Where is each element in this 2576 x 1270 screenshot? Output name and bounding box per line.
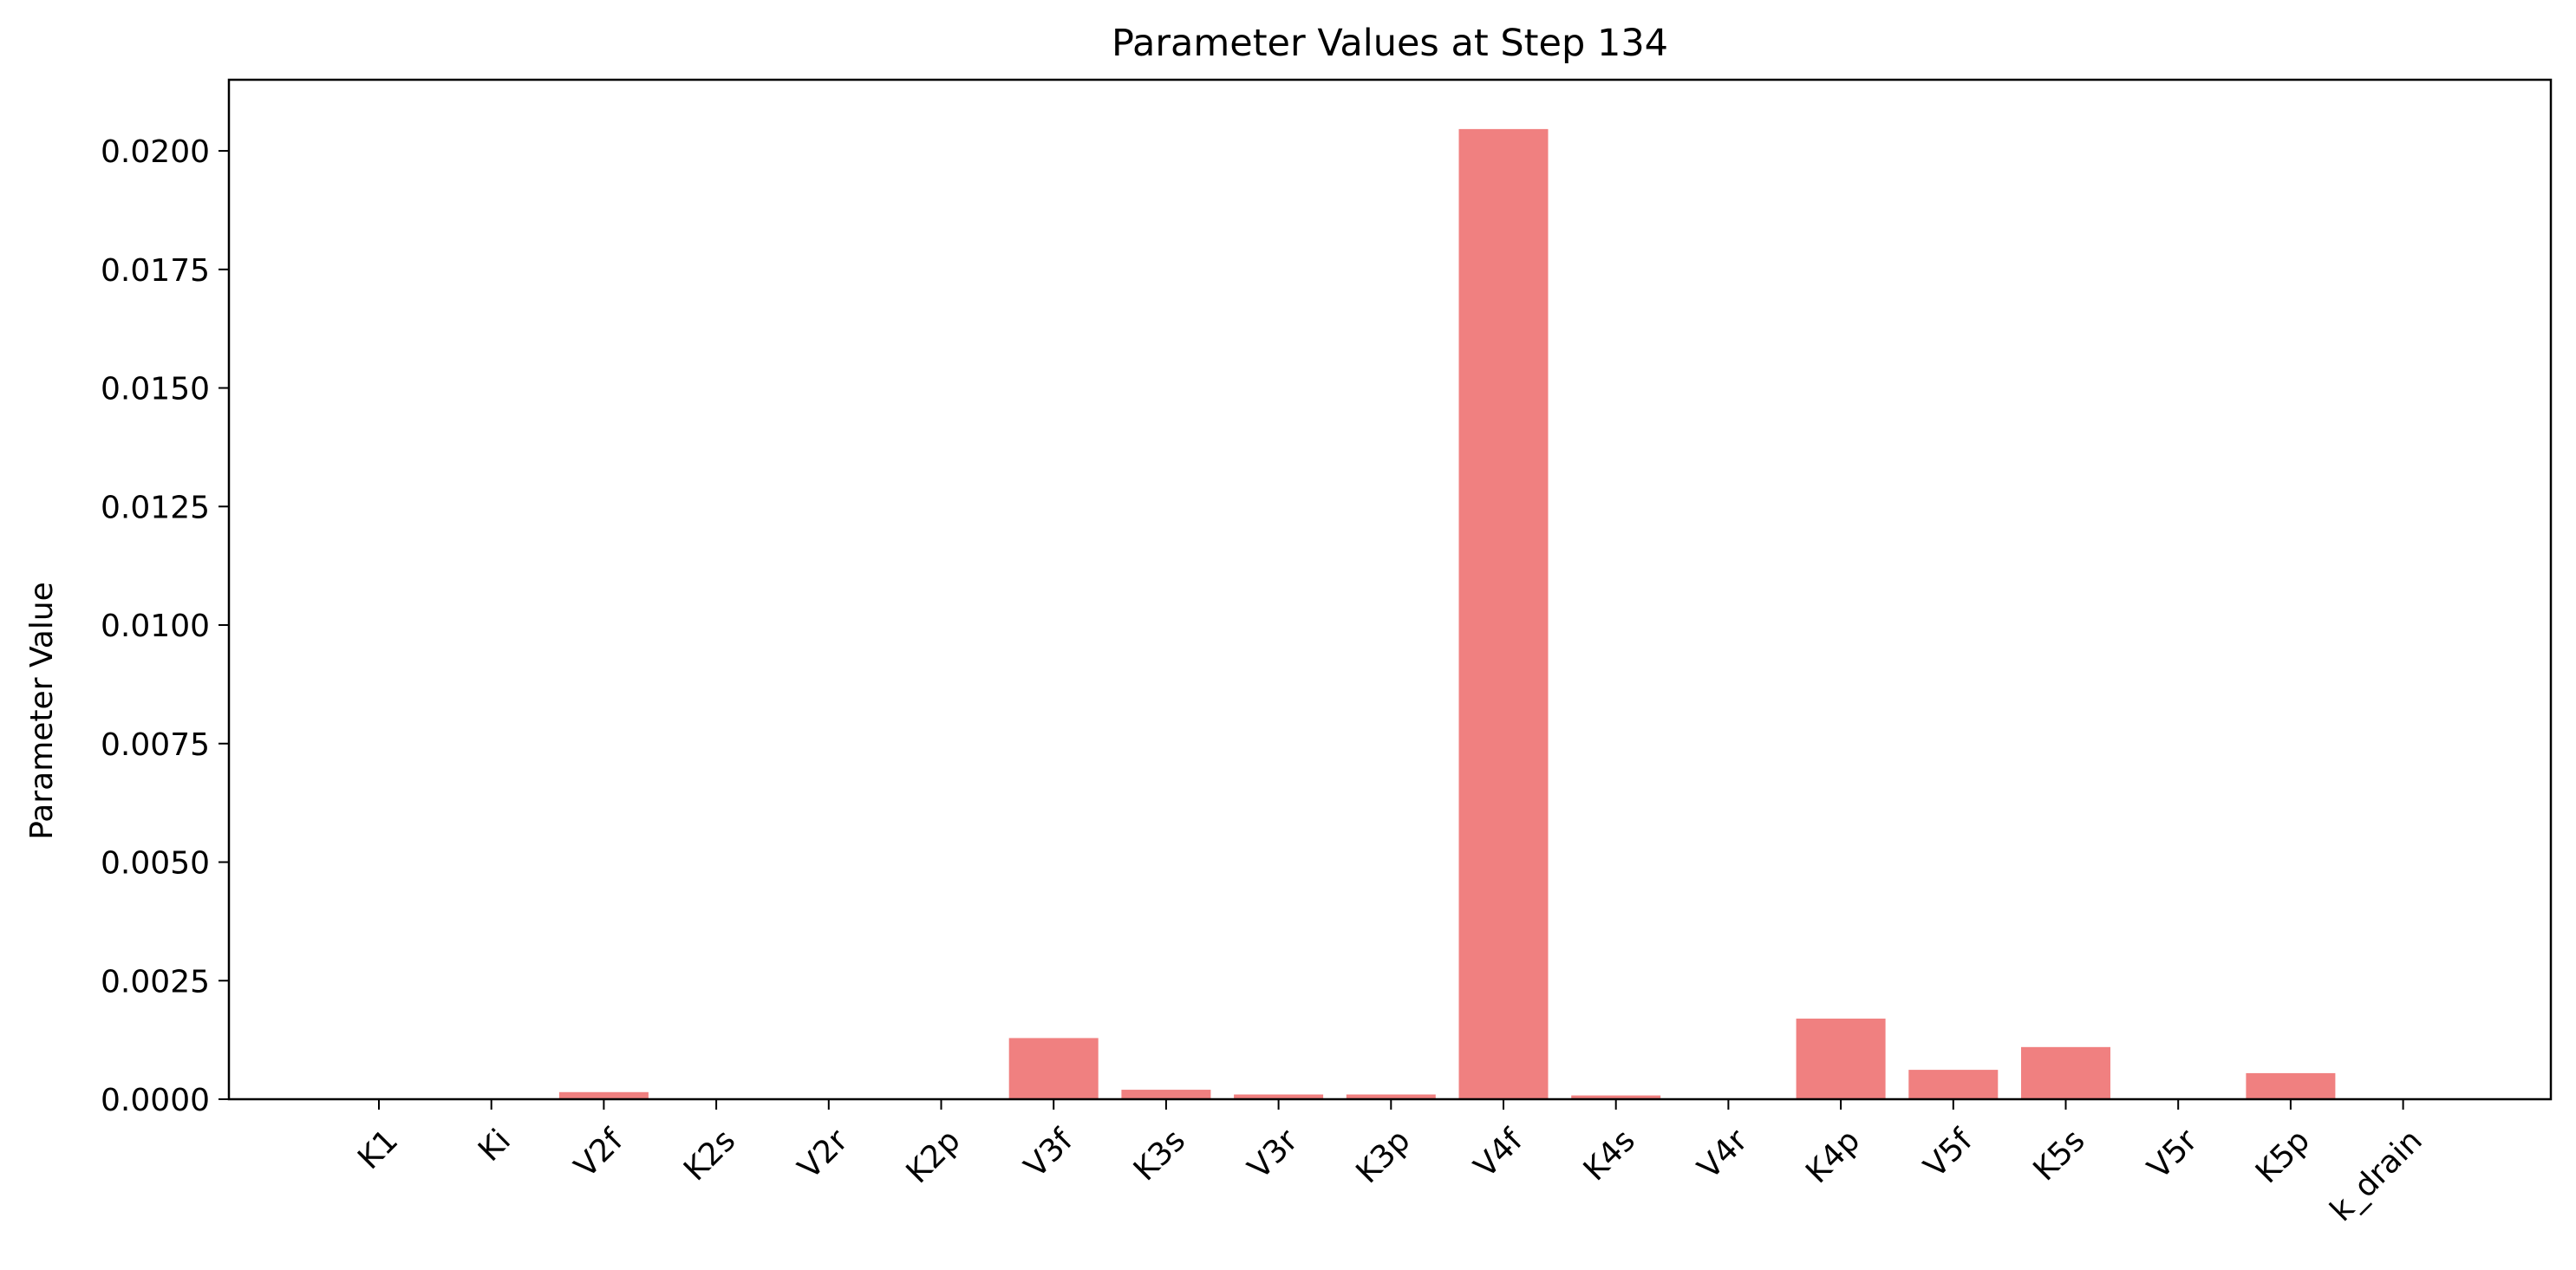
x-tick-label: K5p [2249,1123,2317,1190]
y-tick-label: 0.0075 [101,727,210,763]
y-tick-label: 0.0025 [101,964,210,1000]
x-tick-label: V2r [792,1123,855,1186]
x-tick-label: V3r [1242,1123,1305,1186]
x-tick-label: K5s [2027,1123,2092,1188]
x-tick-label: K4s [1577,1123,1642,1188]
bar-k4p [1796,1019,1886,1099]
bar-v3f [1008,1038,1099,1099]
x-axis: K1 Ki V2f K2s V2r K2p V3f K3s V3r K3p V4f K4s V4r K4p… [351,1099,2429,1228]
bars-group [558,128,2336,1099]
x-tick-label: K4p [1799,1123,1867,1190]
x-tick-label: k_drain [2324,1123,2429,1228]
y-axis-label: Parameter Value [24,582,60,840]
x-tick-label: V5f [1917,1122,1980,1185]
x-tick-label: K1 [351,1123,405,1176]
y-tick-label: 0.0175 [101,253,210,289]
bar-k3p [1346,1094,1436,1099]
bar-k5s [2021,1046,2110,1099]
bar-k4s [1571,1095,1661,1099]
x-tick-label: K3s [1127,1123,1192,1188]
y-tick-label: 0.0200 [101,134,210,170]
y-tick-label: 0.0150 [101,372,210,407]
bar-v3r [1234,1094,1324,1099]
bar-k3s [1121,1090,1211,1099]
y-tick-label: 0.0050 [101,846,210,882]
plot-frame [227,78,2553,1101]
x-tick-label: V3f [1018,1122,1081,1185]
x-tick-label: V2f [568,1122,631,1185]
chart-title: Parameter Values at Step 134 [1112,22,1668,65]
x-tick-label: V4r [1692,1123,1755,1186]
x-tick-label: V5r [2141,1123,2204,1186]
y-tick-label: 0.0100 [101,609,210,644]
x-tick-label: K2s [677,1123,742,1188]
x-tick-label: V4f [1468,1122,1531,1185]
bar-k5p [2246,1072,2336,1099]
x-tick-label: K3p [1349,1123,1417,1190]
x-tick-label: K2p [900,1123,968,1190]
bar-v5f [1908,1070,1999,1099]
y-tick-label: 0.0000 [101,1083,210,1118]
bar-v4f [1458,128,1549,1099]
x-tick-label: Ki [472,1123,518,1169]
y-axis: 0.0000 0.0025 0.0050 0.0075 0.0100 0.0125 0.01… [101,134,229,1118]
y-tick-label: 0.0125 [101,490,210,525]
bar-v2f [558,1091,649,1099]
